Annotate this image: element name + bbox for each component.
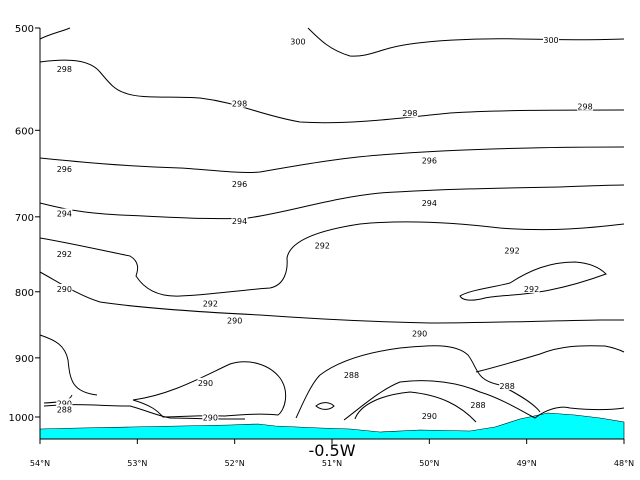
x-tick-label: 53°N <box>127 459 147 468</box>
contour-label-bg <box>56 283 73 293</box>
contour-labels: 300 300 298 298 298 298 296 296 296 294 294 294 292 2… <box>56 35 594 423</box>
y-tick-label: 800 <box>15 288 34 299</box>
contour-288-lower <box>343 380 625 421</box>
contour-label-bg <box>421 410 438 420</box>
contour-label: 296 <box>232 180 247 189</box>
contour-label: 288 <box>500 382 515 391</box>
contour-label: 298 <box>577 102 592 111</box>
contour-label-bg <box>226 315 243 325</box>
contour-label-bg <box>56 64 73 74</box>
contour-label: 290 <box>57 285 72 294</box>
contour-label: 288 <box>470 401 485 410</box>
contour-288-upper <box>475 345 625 373</box>
contour-label-bg <box>314 240 331 250</box>
contour-label-bg <box>421 155 438 165</box>
contour-label-bg <box>543 35 559 45</box>
contour-298-b <box>39 59 625 124</box>
contour-label-bg <box>56 404 73 414</box>
contour-label: 300 <box>543 36 558 45</box>
contour-292-loop <box>459 261 607 301</box>
contour-label-bg <box>231 215 248 225</box>
contour-label-bg <box>401 108 418 118</box>
contour-label: 292 <box>524 285 539 294</box>
contour-label: 290 <box>412 330 427 339</box>
contour-label-bg <box>523 283 540 293</box>
contour-label: 292 <box>57 250 72 259</box>
contour-label: 288 <box>344 371 359 380</box>
contour-label: 298 <box>232 99 247 108</box>
y-tick-label: 500 <box>15 24 34 35</box>
contour-label: 290 <box>227 316 242 325</box>
contour-label: 296 <box>57 165 72 174</box>
contour-label: 292 <box>203 300 218 309</box>
contour-label-bg <box>470 400 486 410</box>
contour-small-loop <box>315 402 335 410</box>
contour-298-a <box>39 27 71 40</box>
contour-label-bg <box>56 208 73 218</box>
contour-label: 300 <box>290 37 305 46</box>
contour-label: 294 <box>422 199 437 208</box>
contour-290-bump <box>132 361 287 418</box>
contour-label-bg <box>56 164 73 174</box>
y-ticks: 500 600 700 800 900 1000 <box>9 24 40 424</box>
contour-292-a <box>39 221 625 297</box>
y-tick-label: 600 <box>15 126 34 137</box>
terrain-fill <box>39 412 625 440</box>
contour-label: 288 <box>57 406 72 415</box>
y-tick-label: 700 <box>15 213 34 224</box>
contour-label: 290 <box>198 379 213 388</box>
x-tick-label: 54°N <box>30 459 50 468</box>
contour-label-bg <box>577 101 594 111</box>
contour-label: 294 <box>57 210 72 219</box>
x-ticks: 54°N 53°N 52°N 51°N 50°N 49°N 48°N <box>30 439 634 468</box>
contour-label: 290 <box>203 414 218 423</box>
contour-294 <box>39 184 625 220</box>
contour-label: 298 <box>402 109 417 118</box>
contour-label-bg <box>202 412 219 422</box>
x-tick-label: 50°N <box>419 459 439 468</box>
y-tick-label: 1000 <box>9 413 34 424</box>
y-tick-label: 900 <box>15 354 34 365</box>
contour-label-bg <box>289 36 306 46</box>
x-tick-label: 52°N <box>225 459 245 468</box>
contour-label-bg <box>504 245 521 255</box>
x-tick-label: 48°N <box>614 459 634 468</box>
contour-288-left <box>43 404 245 420</box>
contour-300-a <box>307 27 625 57</box>
contour-label: 294 <box>232 217 247 226</box>
contour-label-bg <box>202 298 219 308</box>
contour-label-bg <box>197 377 214 387</box>
contour-label-bg <box>421 198 438 208</box>
contour-label-bg <box>343 370 360 380</box>
contour-290-a <box>39 271 624 324</box>
section-label: -0.5W <box>308 441 355 460</box>
contour-label: 292 <box>315 242 330 251</box>
contour-label: 296 <box>422 156 437 165</box>
x-tick-label: 51°N <box>322 459 342 468</box>
contour-label-bg <box>411 328 428 338</box>
contour-290-right <box>354 391 477 423</box>
contour-label-bg <box>231 178 248 188</box>
contour-label: 290 <box>422 412 437 421</box>
x-tick-label: 49°N <box>517 459 537 468</box>
contour-label-bg <box>56 398 73 408</box>
contour-296 <box>39 146 625 174</box>
contour-label: 292 <box>504 246 519 255</box>
contour-label-bg <box>56 249 73 259</box>
contour-label: 298 <box>57 65 72 74</box>
contour-label-bg <box>231 98 248 108</box>
contour-lines <box>39 27 625 423</box>
contour-label-bg <box>499 380 516 390</box>
contour-label: 290 <box>57 399 72 408</box>
